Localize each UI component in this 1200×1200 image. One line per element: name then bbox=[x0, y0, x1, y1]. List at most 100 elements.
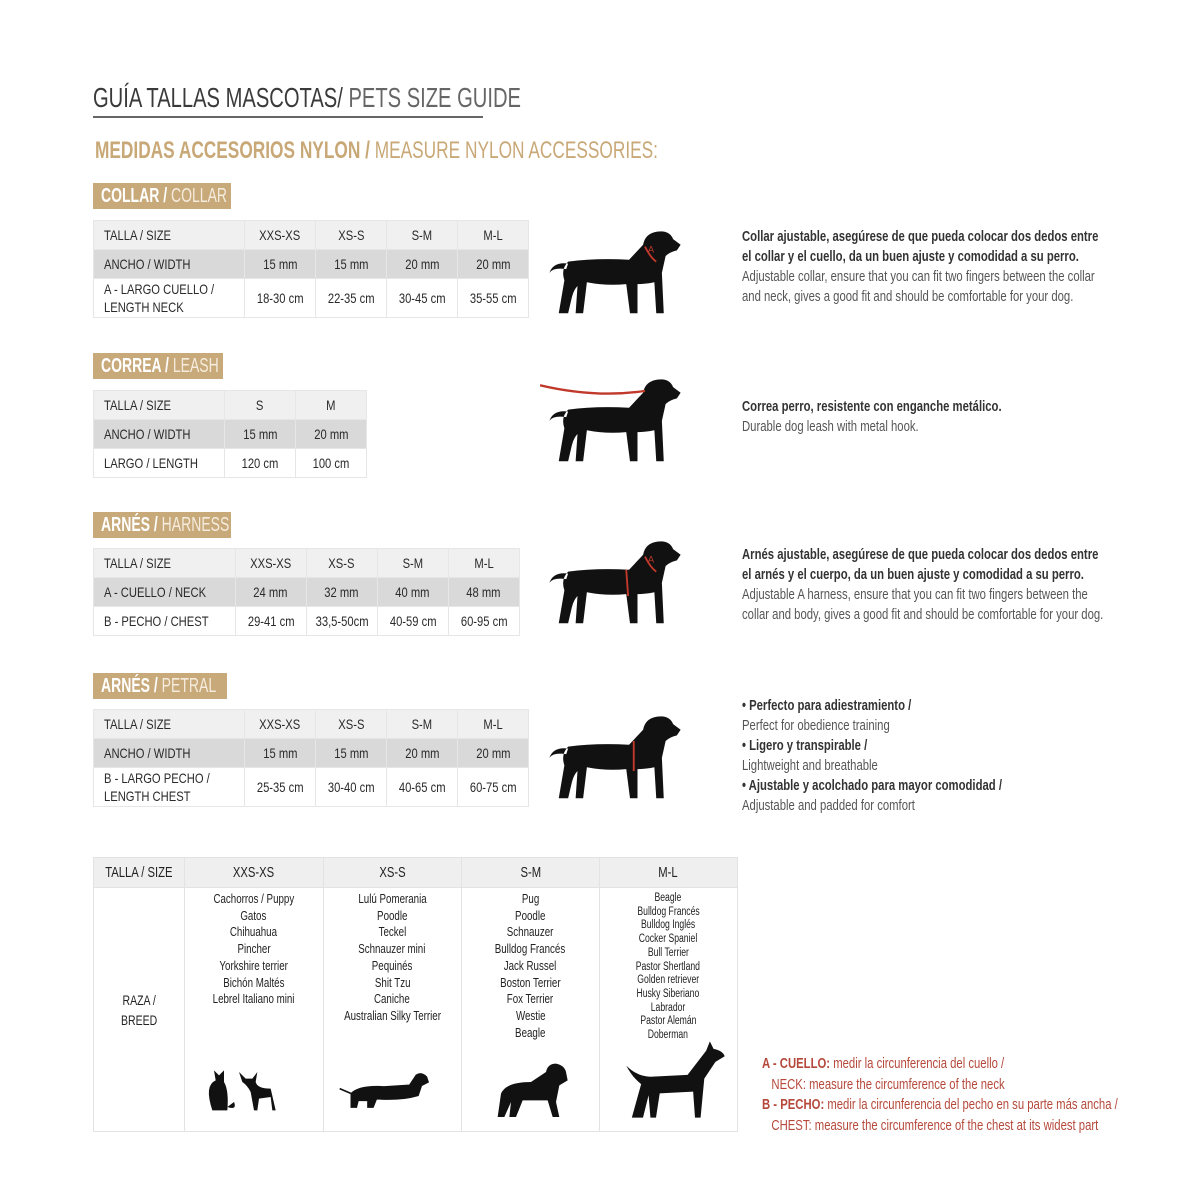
table-cell: 33,5-50cm bbox=[305, 606, 378, 636]
description-line: Adjustable and padded for comfort bbox=[742, 798, 915, 814]
row-header: TALLA / SIZE bbox=[93, 548, 236, 578]
table-cell: 18-30 cm bbox=[244, 278, 316, 318]
table-cell: 24 mm bbox=[234, 577, 307, 607]
row-header: A - LARGO CUELLO / LENGTH NECK bbox=[93, 278, 245, 318]
schnauzer-icon bbox=[497, 1063, 568, 1117]
svg-text:A: A bbox=[648, 244, 655, 254]
table-cell: 20 mm bbox=[386, 738, 458, 768]
table-cell: XXS-XS bbox=[234, 548, 307, 578]
row-header: TALLA / SIZE bbox=[93, 390, 225, 420]
description-line: Durable dog leash with metal hook. bbox=[742, 419, 919, 435]
breed-column: Pug Poodle Schnauzer Bulldog Francés Jack Ru… bbox=[460, 887, 600, 1132]
size-table: TALLA / SIZE S M ANCHO / WIDTH 15 mm 20 mm LAR… bbox=[93, 390, 367, 478]
breed-name: Chihuahua bbox=[230, 924, 278, 940]
table-row: TALLA / SIZE XXS-XS XS-S S-M M-L bbox=[93, 709, 529, 739]
breed-header-cell: S-M bbox=[460, 857, 600, 888]
table-row: ANCHO / WIDTH 15 mm 20 mm bbox=[93, 419, 367, 449]
row-header: A - CUELLO / NECK bbox=[93, 577, 236, 607]
table-cell: 20 mm bbox=[457, 738, 529, 768]
dog-harness-icon: A bbox=[549, 541, 681, 624]
section-description: Correa perro, resistente con enganche me… bbox=[742, 397, 1075, 437]
size-table: TALLA / SIZE XXS-XS XS-S S-M M-L ANCHO / WIDT… bbox=[93, 220, 529, 318]
title-en: PETS SIZE GUIDE bbox=[342, 82, 521, 113]
row-header: ANCHO / WIDTH bbox=[93, 738, 245, 768]
breed-name: Husky Siberiano bbox=[636, 987, 700, 1000]
description-line: Correa perro, resistente con enganche me… bbox=[742, 399, 1002, 415]
table-cell: 40-65 cm bbox=[386, 767, 458, 807]
row-header: TALLA / SIZE bbox=[93, 220, 245, 250]
table-cell: 15 mm bbox=[244, 249, 316, 279]
measurement-legend-line: NECK: measure the circumference of the n… bbox=[762, 1076, 1005, 1093]
subtitle-es: MEDIDAS ACCESORIOS NYLON / bbox=[95, 137, 370, 164]
section-description: Arnés ajustable, asegúrese de que pueda … bbox=[742, 545, 1200, 625]
dachshund-icon bbox=[339, 1073, 429, 1108]
measurement-legend-line: CHEST: measure the circumference of the … bbox=[762, 1117, 1099, 1134]
table-cell: 30-40 cm bbox=[315, 767, 387, 807]
breed-name: Labrador bbox=[650, 1001, 686, 1014]
table-cell: 20 mm bbox=[457, 249, 529, 279]
section-label-es: CORREA / bbox=[101, 355, 169, 377]
row-header: B - LARGO PECHO / LENGTH CHEST bbox=[93, 767, 245, 807]
section-label-es: COLLAR / bbox=[101, 185, 168, 207]
table-cell: 60-95 cm bbox=[447, 606, 520, 636]
breed-name: Poodle bbox=[515, 907, 546, 923]
dog-petral-icon bbox=[549, 716, 681, 799]
breed-name: Jack Russel bbox=[503, 957, 557, 973]
description-line: • Ajustable y acolchado para mayor comod… bbox=[742, 778, 1002, 794]
breed-header-cell: XXS-XS bbox=[183, 857, 324, 888]
breed-name: Pincher bbox=[237, 941, 271, 957]
table-cell: 15 mm bbox=[224, 419, 296, 449]
breed-name: Cocker Spaniel bbox=[639, 933, 698, 946]
table-cell: 30-45 cm bbox=[386, 278, 458, 318]
table-cell: S-M bbox=[386, 220, 458, 250]
breed-name: Cachorros / Puppy bbox=[213, 891, 295, 906]
breed-name: Poodle bbox=[377, 907, 408, 923]
breed-name: Boston Terrier bbox=[500, 974, 561, 990]
breed-name: Australian Silky Terrier bbox=[343, 1007, 441, 1023]
table-row: A - LARGO CUELLO / LENGTH NECK 18-30 cm 22… bbox=[93, 278, 529, 318]
section-label: COLLAR / COLLAR bbox=[93, 183, 231, 209]
description-line: el arnés y el cuerpo, da un buen ajuste … bbox=[742, 567, 1084, 583]
table-cell: 25-35 cm bbox=[244, 767, 316, 807]
subtitle-en: MEASURE NYLON ACCESSORIES: bbox=[369, 137, 658, 164]
description-line: el collar y el cuello, da un buen ajuste… bbox=[742, 249, 1079, 265]
description-line: • Perfecto para adiestramiento / bbox=[742, 698, 912, 714]
breed-name: Pastor Alemán bbox=[640, 1015, 697, 1028]
row-header: LARGO / LENGTH bbox=[93, 448, 225, 478]
measurement-legend-line: B - PECHO: medir la circunferencia del p… bbox=[762, 1097, 1118, 1113]
page-subtitle: MEDIDAS ACCESORIOS NYLON / MEASURE NYLON… bbox=[95, 137, 877, 165]
breed-name: Gatos bbox=[240, 907, 267, 923]
table-row: LARGO / LENGTH 120 cm 100 cm bbox=[93, 448, 367, 478]
table-cell: 32 mm bbox=[305, 577, 378, 607]
row-header: ANCHO / WIDTH bbox=[93, 419, 225, 449]
title-es: GUÍA TALLAS MASCOTAS/ bbox=[93, 82, 343, 113]
table-cell: XXS-XS bbox=[244, 709, 316, 739]
section-label-es: ARNÉS / bbox=[101, 675, 158, 697]
table-cell: XS-S bbox=[305, 548, 378, 578]
breed-name: Lebrel Italiano mini bbox=[212, 991, 295, 1007]
breed-name: Yorkshire terrier bbox=[219, 957, 288, 973]
breed-row: RAZA / BREED Cachorros / Puppy Gatos Chihuah… bbox=[93, 887, 738, 1132]
table-row: ANCHO / WIDTH 15 mm 15 mm 20 mm 20 mm bbox=[93, 738, 529, 768]
table-cell: S-M bbox=[376, 548, 449, 578]
table-cell: 20 mm bbox=[386, 249, 458, 279]
table-cell: 22-35 cm bbox=[315, 278, 387, 318]
section-label: CORREA / LEASH bbox=[93, 353, 223, 379]
table-cell: M-L bbox=[457, 220, 529, 250]
breed-name: Bulldog Inglés bbox=[641, 919, 696, 932]
table-cell: 15 mm bbox=[315, 249, 387, 279]
table-row: TALLA / SIZE S M bbox=[93, 390, 367, 420]
table-cell: 40-59 cm bbox=[376, 606, 449, 636]
table-cell: S bbox=[224, 390, 296, 420]
breed-name: Pug bbox=[521, 891, 539, 906]
breed-column: Beagle Bulldog Francés Bulldog Inglés Cocke… bbox=[598, 887, 738, 1132]
table-row: TALLA / SIZE XXS-XS XS-S S-M M-L bbox=[93, 548, 520, 578]
breed-name: Bichón Maltés bbox=[223, 974, 285, 990]
table-row: B - LARGO PECHO / LENGTH CHEST 25-35 cm 30… bbox=[93, 767, 529, 807]
svg-text:A: A bbox=[648, 554, 655, 564]
breed-name: Pequinés bbox=[371, 957, 413, 973]
description-line: and neck, gives a good fit and should be… bbox=[742, 289, 1074, 305]
breed-header-cell: TALLA / SIZE bbox=[93, 857, 185, 888]
breed-column: Lulú Pomerania Poodle Teckel Schnauzer mini… bbox=[322, 887, 462, 1132]
